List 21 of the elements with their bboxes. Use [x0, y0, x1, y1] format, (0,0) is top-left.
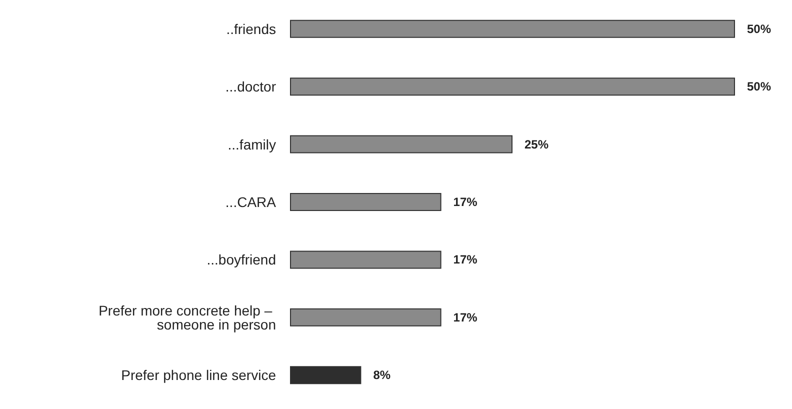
bar	[290, 193, 442, 211]
data-label: 17%	[453, 252, 478, 267]
data-label: 8%	[373, 368, 391, 382]
data-label: 17%	[453, 195, 478, 209]
bar	[290, 78, 735, 96]
y-tick-label: ..friends	[226, 20, 276, 37]
bar	[290, 366, 362, 384]
bar	[290, 250, 442, 269]
y-tick-label: ...boyfriend	[206, 252, 276, 268]
bar	[290, 308, 442, 326]
data-label: 17%	[453, 310, 478, 324]
y-tick-label: ...doctor	[225, 78, 276, 95]
y-tick-label: Prefer phone line service	[121, 367, 276, 384]
data-label: 50%	[747, 22, 772, 36]
data-label: 25%	[524, 137, 549, 152]
y-tick-label: Prefer more concrete help – someone in person	[98, 302, 276, 332]
data-label: 50%	[747, 80, 772, 94]
bar	[290, 135, 512, 154]
y-tick-label: ...family	[228, 136, 276, 152]
bar	[290, 20, 735, 38]
y-tick-label: ...CARA	[225, 194, 277, 210]
